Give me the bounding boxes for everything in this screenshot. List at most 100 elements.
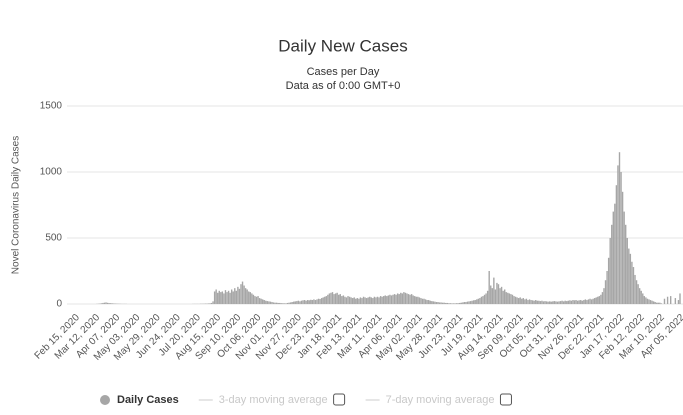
bar (629, 253, 632, 304)
bar (640, 290, 642, 304)
bar (257, 296, 259, 304)
bar (277, 302, 279, 304)
bar (376, 296, 379, 304)
bar (632, 267, 635, 304)
bar (299, 301, 301, 304)
bar (466, 301, 469, 304)
bar (341, 296, 343, 304)
bar (434, 301, 436, 304)
bar (469, 301, 472, 304)
bar (645, 297, 647, 304)
bar (598, 296, 601, 304)
bar (293, 301, 295, 304)
bar (539, 301, 542, 304)
bar (538, 300, 540, 304)
bar (597, 296, 599, 304)
bar (313, 299, 315, 304)
bar (542, 301, 545, 304)
bar (407, 294, 410, 304)
bar (418, 297, 421, 304)
bar (325, 296, 328, 304)
bar (396, 293, 399, 304)
bar (109, 303, 112, 304)
bar (465, 302, 467, 304)
bar (600, 294, 602, 304)
bar (505, 292, 507, 304)
bar (603, 288, 605, 304)
bar (260, 298, 262, 304)
bar (490, 285, 492, 304)
bar (263, 300, 265, 304)
bar (369, 296, 371, 304)
bar (364, 297, 366, 304)
bar (533, 300, 535, 304)
bar (395, 294, 397, 304)
legend-marker (100, 395, 110, 405)
bar (275, 302, 278, 304)
bar (372, 298, 374, 304)
bar (638, 288, 641, 304)
bar (614, 203, 616, 304)
bar (403, 292, 405, 304)
bar (244, 288, 247, 304)
bar (547, 301, 549, 304)
legend-label: 7-day moving average (386, 394, 495, 406)
bar (254, 296, 256, 304)
bar (279, 302, 281, 304)
bar (316, 299, 318, 304)
bar (285, 303, 287, 304)
bar (330, 292, 332, 304)
bar (488, 271, 490, 304)
bar (427, 300, 430, 304)
bar (628, 248, 630, 304)
bar (528, 299, 531, 304)
bar (218, 290, 220, 304)
legend-checkbox[interactable] (333, 393, 346, 406)
bar (324, 296, 326, 304)
bar (646, 298, 649, 304)
bar (406, 293, 408, 304)
bar (626, 238, 628, 304)
bar (476, 299, 478, 304)
legend-checkbox[interactable] (499, 393, 512, 406)
y-tick-label: 500 (45, 233, 62, 244)
bar (513, 296, 515, 304)
bar (286, 302, 289, 304)
bar (317, 298, 320, 304)
bar (648, 299, 650, 304)
bar (409, 294, 411, 304)
bar (477, 298, 480, 304)
bar (415, 296, 417, 304)
bar (339, 294, 341, 304)
bar (274, 302, 276, 304)
bar (519, 297, 521, 304)
bar (100, 303, 103, 304)
bar (590, 299, 593, 304)
bar (500, 286, 503, 304)
bar (367, 297, 369, 304)
bar (234, 288, 236, 304)
bar (438, 302, 441, 304)
bar (589, 298, 591, 304)
bar (507, 292, 509, 304)
bar (212, 301, 214, 304)
y-axis-label: Novel Coronavirus Daily Cases (11, 136, 22, 274)
bar (322, 297, 324, 304)
bar (347, 296, 349, 304)
bar (272, 302, 275, 304)
legend-label[interactable]: Daily Cases (117, 394, 179, 406)
bar (338, 294, 340, 304)
bar (389, 294, 391, 304)
bar (370, 297, 372, 304)
bar (553, 301, 556, 304)
bar (392, 294, 394, 304)
bar (237, 286, 239, 304)
bar (604, 280, 607, 304)
bar (248, 291, 250, 304)
bar (552, 301, 554, 304)
bar (576, 300, 579, 304)
bar (223, 293, 225, 304)
bar (375, 297, 377, 304)
bar (508, 293, 511, 304)
bar (522, 298, 525, 304)
